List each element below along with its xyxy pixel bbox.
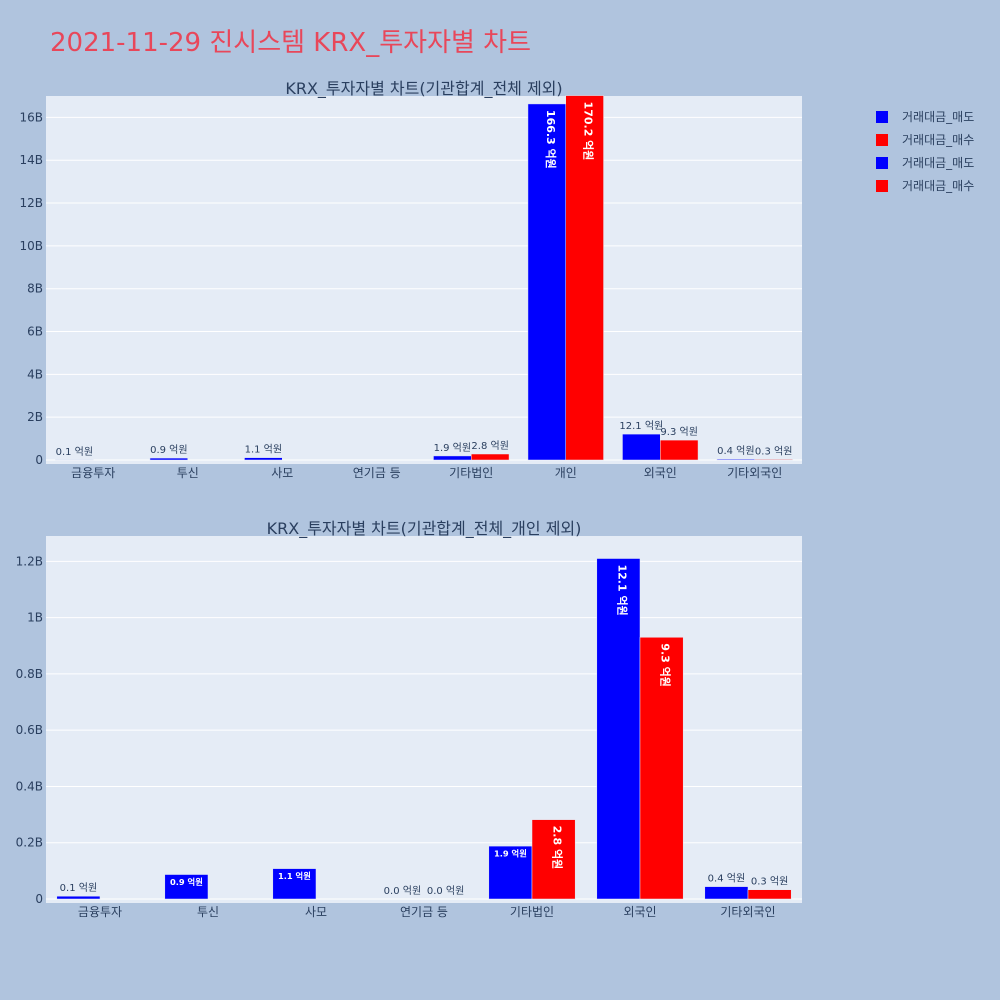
bar [622,433,661,461]
bar [164,874,209,900]
x-tick-label: 사모 [305,905,327,919]
bar [149,457,188,461]
y-tick-label: 16B [19,110,43,124]
bar [488,845,533,900]
data-label: 12.1 억원 [619,420,663,432]
bar [754,459,793,461]
x-tick-label: 외국인 [644,466,677,480]
bar [531,819,576,900]
x-tick-label: 연기금 등 [400,905,448,919]
legend-swatch [876,156,888,169]
data-label: 0.3 억원 [755,445,792,457]
data-label: 0.9 억원 [170,877,203,887]
bar [471,453,510,461]
y-tick-label: 0.6B [16,723,43,737]
bar [272,868,317,900]
legend-item[interactable]: 거래대금_매수 [876,128,974,151]
y-tick-label: 0.4B [16,779,43,793]
bar [704,886,749,900]
bar [639,637,684,900]
data-label: 0.0 억원 [384,885,421,897]
legend-swatch [876,179,888,192]
bar [747,889,792,900]
y-tick-label: 12B [19,196,43,210]
y-tick-label: 0.8B [16,667,43,681]
x-tick-label: 투신 [177,466,199,480]
x-tick-label: 외국인 [623,905,656,919]
x-tick-label: 기타법인 [510,905,554,919]
data-label: 0.0 억원 [427,885,464,897]
legend-item[interactable]: 거래대금_매도 [876,105,974,128]
bar [716,458,756,461]
x-tick-label: 기타법인 [449,466,493,480]
data-label: 9.3 억원 [659,643,673,687]
data-label: 0.9 억원 [150,444,187,456]
x-tick-label: 투신 [197,905,219,919]
data-label: 0.1 억원 [56,446,93,458]
x-tick-label: 금융투자 [71,466,115,480]
x-tick-label: 사모 [271,466,293,480]
chart-title: KRX_투자자별 차트(기관합계_전체 제외) [285,79,562,99]
x-tick-label: 연기금 등 [353,466,401,480]
x-tick-label: 금융투자 [78,905,122,919]
chart-title: KRX_투자자별 차트(기관합계_전체_개인 제외) [267,519,582,539]
bar [596,558,641,900]
bar [660,439,699,461]
legend-label: 거래대금_매도 [902,110,975,124]
data-label: 0.3 억원 [751,876,788,888]
bar [56,895,101,900]
chart-1: 0 2B 4B 6B 8B 10B 12B 14B 16B KRX_투자자별 차트(기관합계_전체… [19,79,802,480]
y-tick-label: 6B [27,325,43,339]
y-tick-label: 2B [27,410,43,424]
data-label: 1.9 억원 [494,848,527,858]
data-label: 1.1 억원 [278,871,311,881]
plot-area [46,96,802,464]
data-label: 0.1 억원 [60,882,97,894]
y-tick-label: 0 [35,453,43,467]
legend-label: 거래대금_매수 [902,133,975,147]
y-tick-label: 8B [27,282,43,296]
y-tick-label: 0.2B [16,836,43,850]
x-tick-label: 개인 [555,466,577,480]
y-tick-label: 1.2B [16,554,43,568]
bar [244,457,283,461]
legend[interactable]: 거래대금_매도 거래대금_매수 거래대금_매도 거래대금_매수 [876,105,974,197]
data-label: 166.3 억원 [544,110,558,169]
plot-area [46,536,802,903]
y-tick-label: 14B [19,153,43,167]
y-tick-label: 4B [27,367,43,381]
chart-2: 0 0.2B 0.4B 0.6B 0.8B 1B 1.2B KRX_투자자별 차트(기관합계_… [16,519,802,919]
page-title: 2021-11-29 진시스템 KRX_투자자별 차트 [50,28,532,58]
y-tick-label: 1B [27,611,43,625]
legend-item[interactable]: 거래대금_매수 [876,174,974,197]
y-tick-label: 0 [35,892,43,906]
legend-item[interactable]: 거래대금_매도 [876,151,974,174]
data-label: 0.4 억원 [717,445,754,457]
bar [527,103,567,461]
data-label: 9.3 억원 [660,426,697,438]
bar [433,455,472,461]
legend-label: 거래대금_매수 [902,179,975,193]
data-label: 1.1 억원 [245,444,282,456]
legend-label: 거래대금_매도 [902,156,975,170]
x-tick-label: 기타외국인 [720,905,775,919]
y-tick-label: 10B [19,239,43,253]
data-label: 170.2 억원 [582,102,596,161]
data-label: 2.8 억원 [471,440,508,452]
data-label: 1.9 억원 [434,442,471,454]
data-label: 12.1 억원 [615,565,629,616]
legend-swatch [876,133,888,146]
bar [565,95,604,461]
x-tick-label: 기타외국인 [727,466,782,480]
data-label: 0.4 억원 [708,873,745,885]
data-label: 2.8 억원 [551,826,565,870]
legend-swatch [876,110,888,123]
